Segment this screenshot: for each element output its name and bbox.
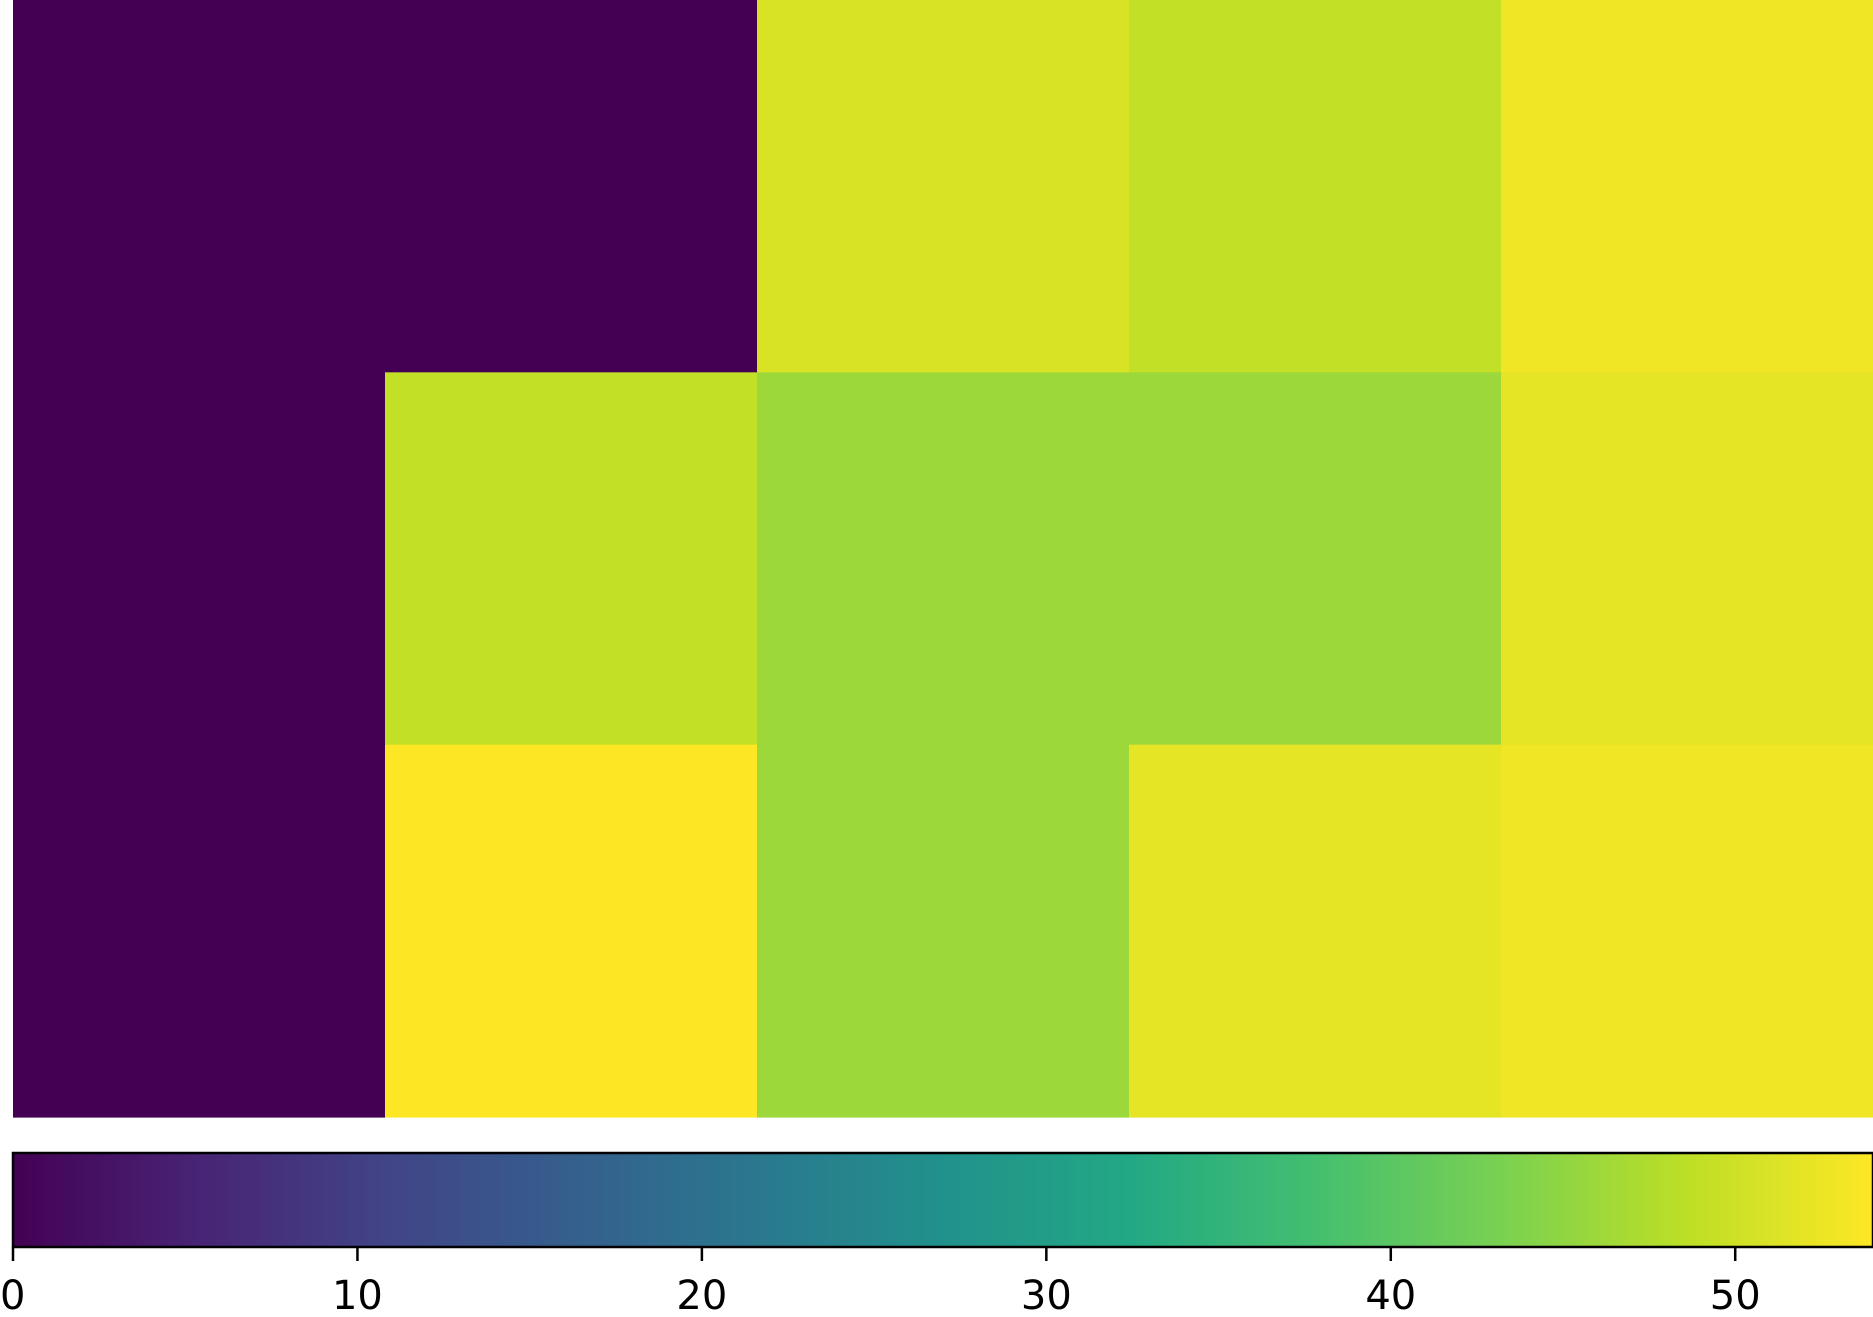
colorbar-tick-label-10: 10: [332, 1273, 383, 1317]
colorbar-tick-label-20: 20: [676, 1273, 727, 1317]
colorbar: 0 10 20 30 40 50: [0, 1151, 1873, 1317]
heatmap-cell-r0-c4: [1501, 0, 1873, 373]
heatmap-cell-r0-c0: [13, 0, 386, 373]
heatmap-cell-r1-c0: [13, 372, 386, 746]
colorbar-gradient: [11, 1151, 1873, 1249]
heatmap-cell-r0-c2: [757, 0, 1130, 373]
heatmap-cell-r0-c1: [385, 0, 758, 373]
heatmap-cells: [13, 0, 1873, 1118]
heatmap-cell-r2-c4: [1501, 744, 1873, 1118]
heatmap-cell-r2-c3: [1129, 744, 1502, 1118]
heatmap-cell-r1-c3: [1129, 372, 1502, 746]
colorbar-tick-label-40: 40: [1365, 1273, 1416, 1317]
heatmap-cell-r0-c3: [1129, 0, 1502, 373]
heatmap-cell-r2-c2: [757, 744, 1130, 1118]
colorbar-tick-label-30: 30: [1021, 1273, 1072, 1317]
colorbar-tick-label-0: 0: [0, 1273, 25, 1317]
colorbar-tick-label-50: 50: [1710, 1273, 1761, 1317]
heatmap-cell-r1-c1: [385, 372, 758, 746]
heatmap-cell-r2-c0: [13, 744, 386, 1118]
colorbar-ticks: 0 10 20 30 40 50: [0, 1247, 1761, 1317]
heatmap-cell-r1-c4: [1501, 372, 1873, 746]
heatmap-cell-r2-c1: [385, 744, 758, 1118]
heatmap-cell-r1-c2: [757, 372, 1130, 746]
